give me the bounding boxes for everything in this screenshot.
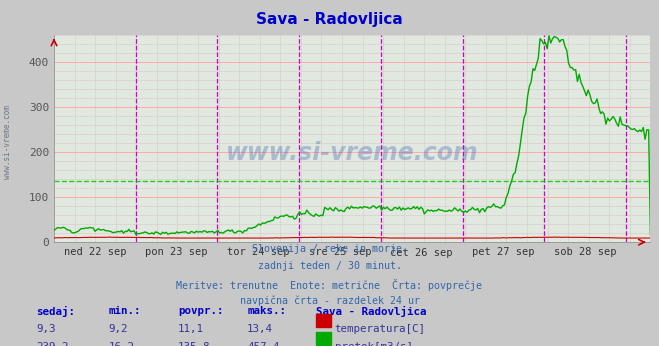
Text: 11,1: 11,1 bbox=[178, 324, 204, 334]
Text: zadnji teden / 30 minut.: zadnji teden / 30 minut. bbox=[258, 261, 401, 271]
Text: maks.:: maks.: bbox=[247, 306, 286, 316]
Text: sedaj:: sedaj: bbox=[36, 306, 75, 317]
Text: www.si-vreme.com: www.si-vreme.com bbox=[3, 105, 13, 179]
Text: 457,4: 457,4 bbox=[247, 342, 279, 346]
Text: povpr.:: povpr.: bbox=[178, 306, 223, 316]
Text: Meritve: trenutne  Enote: metrične  Črta: povprečje: Meritve: trenutne Enote: metrične Črta: … bbox=[177, 279, 482, 291]
Text: 135,8: 135,8 bbox=[178, 342, 210, 346]
Text: pretok[m3/s]: pretok[m3/s] bbox=[335, 342, 413, 346]
Text: navpična črta - razdelek 24 ur: navpična črta - razdelek 24 ur bbox=[239, 296, 420, 306]
Text: www.si-vreme.com: www.si-vreme.com bbox=[226, 141, 478, 165]
Text: 13,4: 13,4 bbox=[247, 324, 273, 334]
Text: 9,3: 9,3 bbox=[36, 324, 56, 334]
Text: temperatura[C]: temperatura[C] bbox=[335, 324, 426, 334]
Text: min.:: min.: bbox=[109, 306, 141, 316]
Text: 239,2: 239,2 bbox=[36, 342, 69, 346]
Text: Sava - Radovljica: Sava - Radovljica bbox=[256, 12, 403, 27]
Text: Slovenija / reke in morje.: Slovenija / reke in morje. bbox=[252, 244, 407, 254]
Text: 9,2: 9,2 bbox=[109, 324, 129, 334]
Text: 16,2: 16,2 bbox=[109, 342, 134, 346]
Text: Sava - Radovljica: Sava - Radovljica bbox=[316, 306, 427, 317]
